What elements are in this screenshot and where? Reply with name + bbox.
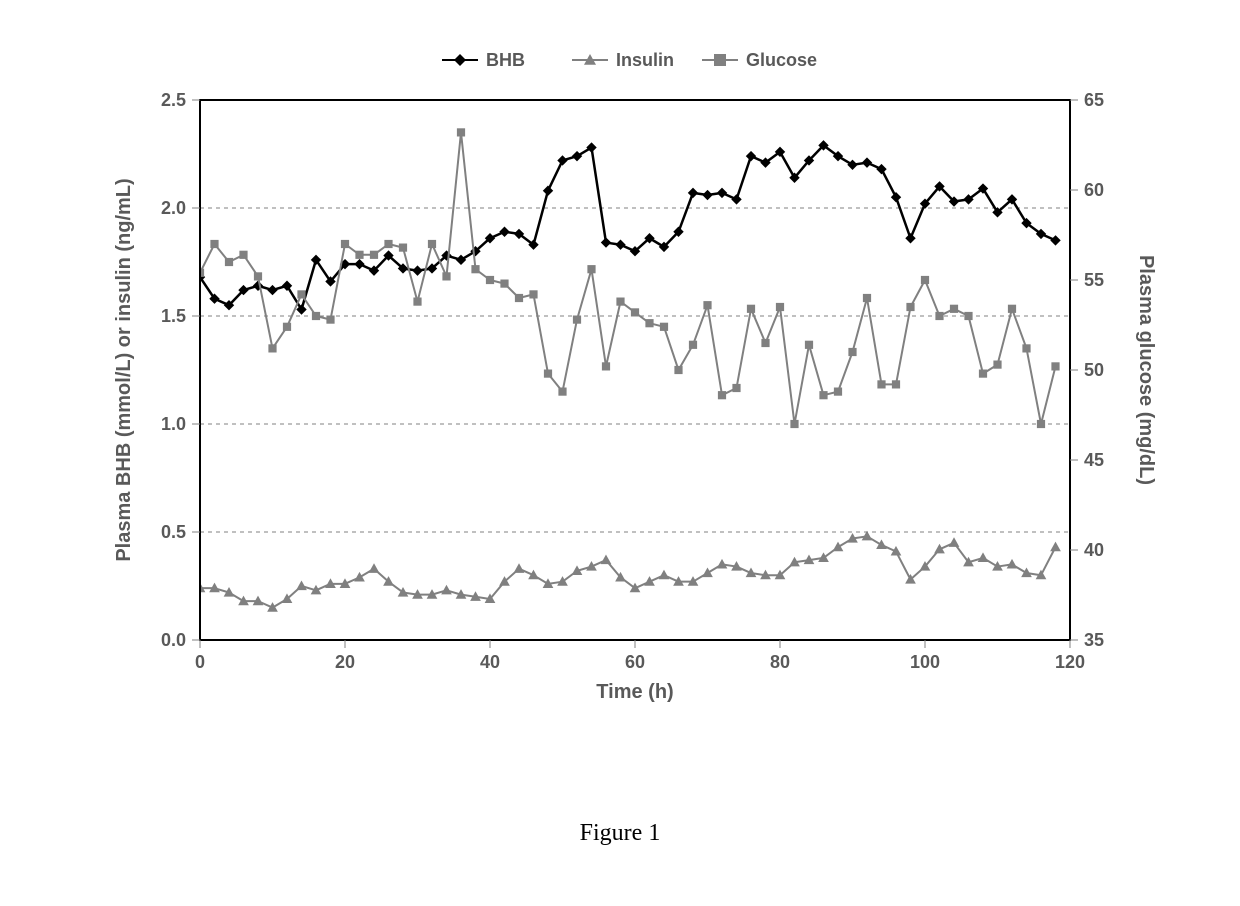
svg-text:Plasma glucose (mg/dL): Plasma glucose (mg/dL) — [1135, 255, 1157, 485]
svg-text:20: 20 — [335, 652, 355, 672]
svg-text:Plasma BHB (mmol/L) or insulin: Plasma BHB (mmol/L) or insulin (ng/mL) — [113, 178, 135, 561]
svg-text:60: 60 — [1084, 180, 1104, 200]
figure-caption: Figure 1 — [0, 820, 1240, 847]
svg-text:35: 35 — [1084, 630, 1104, 650]
svg-text:Glucose: Glucose — [746, 50, 817, 70]
svg-text:40: 40 — [1084, 540, 1104, 560]
svg-text:55: 55 — [1084, 270, 1104, 290]
svg-text:0.0: 0.0 — [161, 630, 186, 650]
svg-text:65: 65 — [1084, 90, 1104, 110]
svg-text:BHB: BHB — [486, 50, 525, 70]
svg-text:100: 100 — [910, 652, 940, 672]
legend: BHB Insulin Glucose — [442, 50, 817, 70]
svg-text:Insulin: Insulin — [616, 50, 674, 70]
svg-text:Time (h): Time (h) — [596, 681, 673, 703]
svg-text:2.5: 2.5 — [161, 90, 186, 110]
svg-text:80: 80 — [770, 652, 790, 672]
svg-text:0: 0 — [195, 652, 205, 672]
svg-text:40: 40 — [480, 652, 500, 672]
svg-text:1.0: 1.0 — [161, 414, 186, 434]
page-root: 0 20 40 60 80 100 120 Time (h) 0.0 0.5 1.0 1.5 2.0 2.… — [0, 0, 1240, 906]
svg-text:60: 60 — [625, 652, 645, 672]
chart-figure: 0 20 40 60 80 100 120 Time (h) 0.0 0.5 1.0 1.5 2.0 2.… — [0, 0, 1240, 906]
svg-text:120: 120 — [1055, 652, 1085, 672]
svg-text:45: 45 — [1084, 450, 1104, 470]
svg-text:50: 50 — [1084, 360, 1104, 380]
svg-text:2.0: 2.0 — [161, 198, 186, 218]
svg-text:1.5: 1.5 — [161, 306, 186, 326]
svg-text:0.5: 0.5 — [161, 522, 186, 542]
